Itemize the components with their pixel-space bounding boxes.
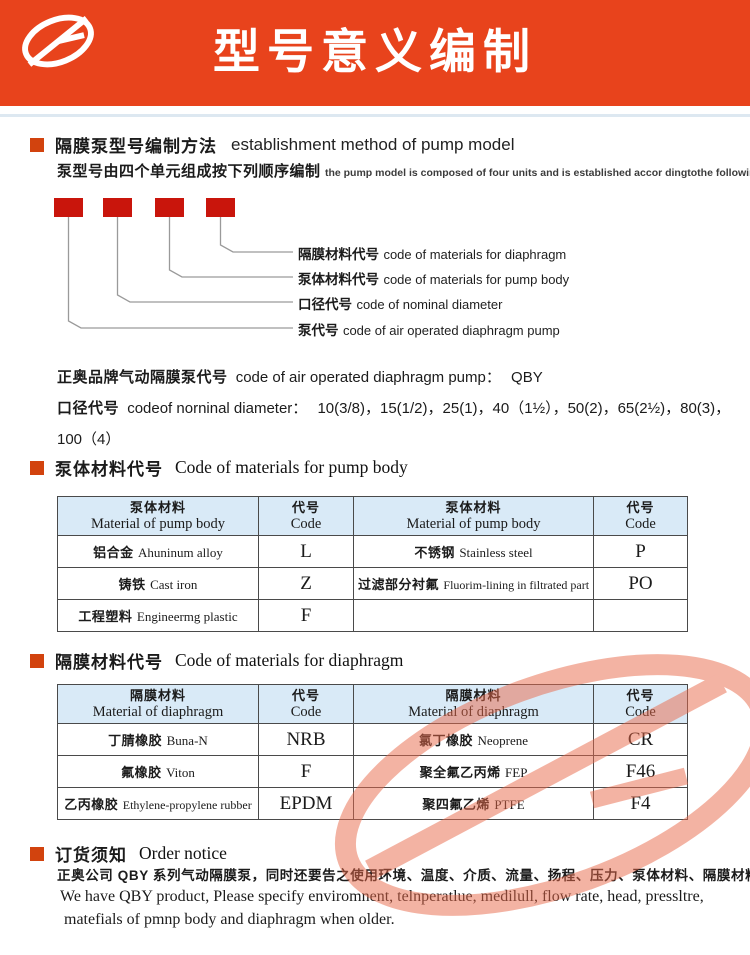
section-bullet-icon <box>30 137 44 152</box>
header-band: 型号意义编制 <box>0 0 750 106</box>
cell-code: L <box>258 535 354 568</box>
cell-material: 乙丙橡胶 Ethylene-propylene rubber <box>57 787 259 820</box>
section-heading-zh: 隔膜材料代号 <box>55 653 163 672</box>
header-cell-material: 泵体材料 Material of pump body <box>57 496 259 536</box>
cell-code: F46 <box>593 755 688 788</box>
band-underline <box>0 114 750 117</box>
cell-material: 不锈钢 Stainless steel <box>353 535 594 568</box>
diagram-label-en: code of materials for diaphragm <box>383 247 567 262</box>
cell-code: P <box>593 535 688 568</box>
cell-material: 聚全氟乙丙烯 FEP <box>353 755 594 788</box>
diagram-label-diameter-code: 口径代号 code of nominal diameter <box>298 293 502 314</box>
header-cell-code: 代号 Code <box>593 684 688 724</box>
section-heading-en: Code of materials for diaphragm <box>175 650 404 670</box>
table-header-row: 隔膜材料 Material of diaphragm 代号 Code 隔膜材料 … <box>57 684 688 724</box>
header-cell-material: 泵体材料 Material of pump body <box>353 496 594 536</box>
diameter-code-line: 口径代号 codeof norninal diameter： 10(3/8)，1… <box>57 397 730 418</box>
cell-code: CR <box>593 723 688 756</box>
section-heading-order-notice: 订货须知 Order notice <box>30 841 227 866</box>
cell-code: NRB <box>258 723 354 756</box>
diameter-code-line-2: 100（4） <box>57 428 120 449</box>
table-row: 丁腈橡胶 Buna-N NRB 氯丁橡胶 Neoprene CR <box>57 723 688 756</box>
section-heading-en: Order notice <box>139 843 227 863</box>
table-row: 氟橡胶 Viton F 聚全氟乙丙烯 FEP F46 <box>57 755 688 788</box>
cell-material: 铝合金 Ahuninum alloy <box>57 535 259 568</box>
cell-material: 氟橡胶 Viton <box>57 755 259 788</box>
section-bullet-icon <box>30 846 44 861</box>
diameter-code-values: 10(3/8)，15(1/2)，25(1)，40（1½），50(2)，65(2½… <box>317 400 731 417</box>
section-heading-zh: 订货须知 <box>55 846 127 865</box>
section-bullet-icon <box>30 653 44 668</box>
order-notice-line-en-2: matefials of pmnp body and diaphragm whe… <box>64 911 395 928</box>
table-row: 乙丙橡胶 Ethylene-propylene rubber EPDM 聚四氟乙… <box>57 787 688 820</box>
page-title: 型号意义编制 <box>213 25 537 78</box>
pump-code-zh: 正奥品牌气动隔膜泵代号 <box>57 369 228 386</box>
method-subline-zh: 泵型号由四个单元组成按下列顺序编制 <box>57 163 321 180</box>
header-cell-code: 代号 Code <box>593 496 688 536</box>
diameter-code-en: codeof norninal diameter： <box>127 400 308 417</box>
company-logo-icon <box>22 14 94 68</box>
diagram-label-en: code of air operated diaphragm pump <box>342 323 560 338</box>
section-bullet-icon <box>30 460 44 475</box>
diagram-label-zh: 泵体材料代号 <box>298 272 379 287</box>
header-cell-material: 隔膜材料 Material of diaphragm <box>353 684 594 724</box>
pump-body-materials-table: 泵体材料 Material of pump body 代号 Code 泵体材料 … <box>57 496 688 632</box>
diagram-label-pump-code: 泵代号 code of air operated diaphragm pump <box>298 319 560 340</box>
section-heading-pump-body: 泵体材料代号 Code of materials for pump body <box>30 455 408 480</box>
cell-code: F4 <box>593 787 688 820</box>
table-row: 铸铁 Cast iron Z 过滤部分衬氟 Fluorim-lining in … <box>57 567 688 600</box>
cell-material: 氯丁橡胶 Neoprene <box>353 723 594 756</box>
cell-code: Z <box>258 567 354 600</box>
section-heading-zh: 泵体材料代号 <box>55 460 163 479</box>
diagram-label-zh: 隔膜材料代号 <box>298 247 379 262</box>
diagram-label-zh: 口径代号 <box>298 297 352 312</box>
cell-material: 丁腈橡胶 Buna-N <box>57 723 259 756</box>
cell-code: F <box>258 599 354 632</box>
cell-material: 过滤部分衬氟 Fluorim-lining in filtrated part <box>353 567 594 600</box>
section-heading-en: establishment method of pump model <box>231 134 515 154</box>
header-cell-material: 隔膜材料 Material of diaphragm <box>57 684 259 724</box>
cell-material: 聚四氟乙烯 PTFE <box>353 787 594 820</box>
cell-code: EPDM <box>258 787 354 820</box>
cell-material <box>353 599 594 632</box>
diagram-label-pump-body-code: 泵体材料代号 code of materials for pump body <box>298 268 569 289</box>
table-header-row: 泵体材料 Material of pump body 代号 Code 泵体材料 … <box>57 496 688 536</box>
model-structure-diagram <box>54 198 293 329</box>
cell-material: 铸铁 Cast iron <box>57 567 259 600</box>
cell-code: F <box>258 755 354 788</box>
header-cell-code: 代号 Code <box>258 684 354 724</box>
diagram-label-en: code of materials for pump body <box>383 272 570 287</box>
pump-code-value: QBY <box>511 369 543 386</box>
method-subline-en: the pump model is composed of four units… <box>324 167 750 179</box>
diameter-code-zh: 口径代号 <box>57 400 120 417</box>
diaphragm-materials-table: 隔膜材料 Material of diaphragm 代号 Code 隔膜材料 … <box>57 684 688 820</box>
section-heading-method: 隔膜泵型号编制方法 establishment method of pump m… <box>30 132 515 157</box>
section-heading-diaphragm: 隔膜材料代号 Code of materials for diaphragm <box>30 648 403 673</box>
diagram-label-en: code of nominal diameter <box>356 297 503 312</box>
method-subline: 泵型号由四个单元组成按下列顺序编制 the pump model is comp… <box>57 160 750 181</box>
table-row: 铝合金 Ahuninum alloy L 不锈钢 Stainless steel… <box>57 535 688 568</box>
section-heading-en: Code of materials for pump body <box>175 457 408 477</box>
section-heading-zh: 隔膜泵型号编制方法 <box>55 137 217 156</box>
order-notice-line-zh: 正奥公司 QBY 系列气动隔膜泵，同时还要告之使用环境、温度、介质、流量、扬程、… <box>57 868 750 883</box>
header-cell-code: 代号 Code <box>258 496 354 536</box>
table-row: 工程塑料 Engineermg plastic F <box>57 599 688 632</box>
pump-code-en: code of air operated diaphragm pump： <box>235 369 501 386</box>
diagram-label-diaphragm-code: 隔膜材料代号 code of materials for diaphragm <box>298 243 566 264</box>
diagram-label-zh: 泵代号 <box>298 323 339 338</box>
diameter-code-values-cont: 100（4） <box>57 431 121 448</box>
cell-material: 工程塑料 Engineermg plastic <box>57 599 259 632</box>
cell-code: PO <box>593 567 688 600</box>
cell-code <box>593 599 688 632</box>
pump-code-line: 正奥品牌气动隔膜泵代号 code of air operated diaphra… <box>57 366 543 387</box>
order-notice-line-en-1: We have QBY product, Please specify envi… <box>60 888 704 905</box>
